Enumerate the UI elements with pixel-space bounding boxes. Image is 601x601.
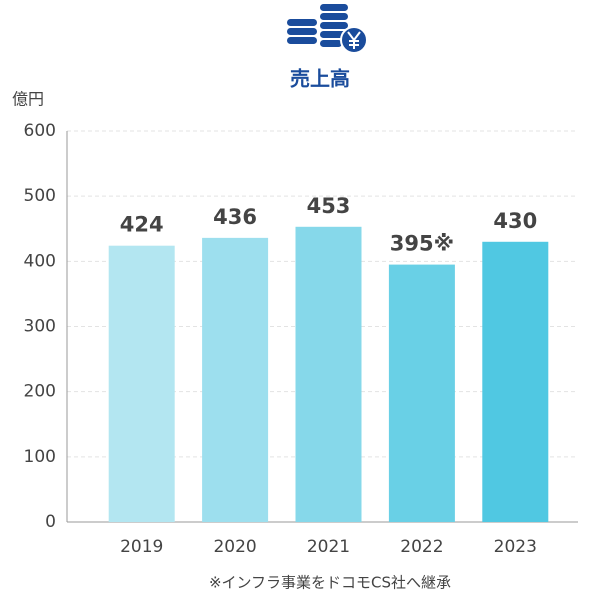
- y-tick-label: 500: [24, 186, 56, 206]
- y-tick-label: 300: [24, 317, 56, 337]
- y-unit: 億円: [12, 90, 44, 109]
- x-tick-label: 2023: [494, 537, 537, 557]
- value-label: 453: [307, 194, 351, 218]
- y-tick-label: 100: [24, 447, 56, 467]
- bar: [388, 264, 455, 522]
- bar: [295, 226, 362, 523]
- footnote: ※インフラ事業をドコモCS社へ継承: [209, 574, 451, 592]
- coin-icon: [287, 4, 368, 54]
- value-label: 395※: [390, 232, 454, 256]
- x-tick-label: 2020: [213, 537, 256, 557]
- x-tick-label: 2019: [120, 537, 163, 557]
- y-tick-label: 0: [45, 512, 56, 532]
- value-label: 430: [493, 209, 537, 233]
- x-tick-label: 2022: [400, 537, 443, 557]
- bar: [202, 237, 269, 522]
- value-label: 436: [213, 205, 257, 229]
- value-label: 424: [120, 213, 164, 237]
- y-tick-label: 200: [24, 382, 56, 402]
- y-tick-label: 400: [24, 251, 56, 271]
- x-tick-label: 2021: [307, 537, 350, 557]
- bar: [482, 241, 549, 523]
- y-tick-label: 600: [24, 121, 56, 141]
- bar: [108, 245, 175, 522]
- chart-title: 売上高: [290, 67, 350, 91]
